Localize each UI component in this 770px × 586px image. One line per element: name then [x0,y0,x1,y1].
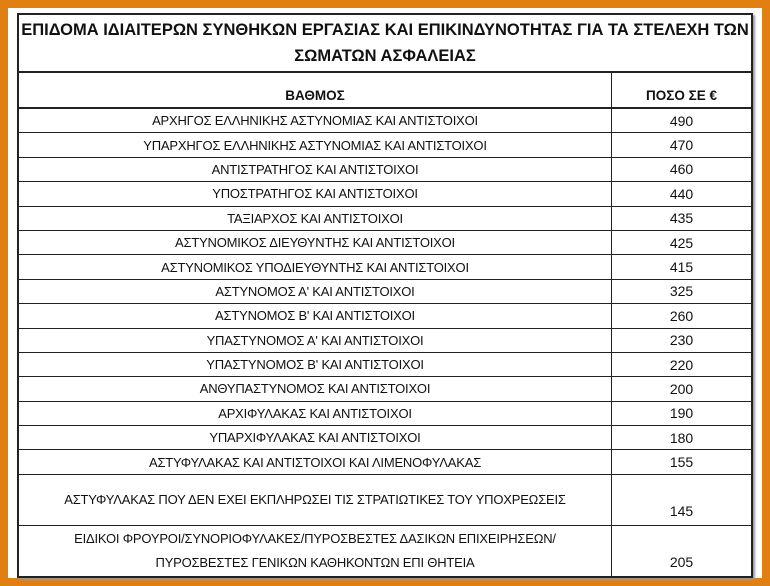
amount-cell: 490 [611,107,753,134]
rank-cell: ΥΠΑΡΧΗΓΟΣ ΕΛΛΗΝΙΚΗΣ ΑΣΤΥΝΟΜΙΑΣ ΚΑΙ ΑΝΤΙΣ… [17,132,612,158]
table-row: ΥΠΑΡΧΙΦΥΛΑΚΑΣ ΚΑΙ ΑΝΤΙΣΤΟΙΧΟΙ 180 [17,425,753,451]
amount-cell: 440 [611,181,753,207]
amount-cell: 425 [611,229,753,256]
table-row: ΑΣΤΥΝΟΜΙΚΟΣ ΥΠΟΔΙΕΥΘΥΝΤΗΣ ΚΑΙ ΑΝΤΙΣΤΟΙΧΟ… [17,254,753,280]
rank-cell: ΑΣΤΥΦΥΛΑΚΑΣ ΚΑΙ ΑΝΤΙΣΤΟΙΧΟΙ ΚΑΙ ΛΙΜΕΝΟΦΥ… [17,449,612,475]
table-row: ΑΡΧΙΦΥΛΑΚΑΣ ΚΑΙ ΑΝΤΙΣΤΟΙΧΟΙ 190 [17,400,753,427]
table-row: ΑΝΘΥΠΑΣΤΥΝΟΜΟΣ ΚΑΙ ΑΝΤΙΣΤΟΙΧΟΙ 200 [17,376,753,402]
amount-cell: 325 [611,278,753,305]
table-title: ΕΠΙΔΟΜΑ ΙΔΙΑΙΤΕΡΩΝ ΣΥΝΘΗΚΩΝ ΕΡΓΑΣΙΑΣ ΚΑΙ… [17,13,753,73]
table-body: ΑΡΧΗΓΟΣ ΕΛΛΗΝΙΚΗΣ ΑΣΤΥΝΟΜΙΑΣ ΚΑΙ ΑΝΤΙΣΤΟ… [17,107,753,578]
column-header-amount: ΠΟΣΟ ΣΕ € [611,71,753,109]
rank-cell: ΥΠΟΣΤΡΑΤΗΓΟΣ ΚΑΙ ΑΝΤΙΣΤΟΙΧΟΙ [17,181,612,207]
rank-cell: ΥΠΑΡΧΙΦΥΛΑΚΑΣ ΚΑΙ ΑΝΤΙΣΤΟΙΧΟΙ [17,425,612,451]
rank-cell: ΑΣΤΥΝΟΜΙΚΟΣ ΔΙΕΥΘΥΝΤΗΣ ΚΑΙ ΑΝΤΙΣΤΟΙΧΟΙ [17,229,612,256]
amount-cell: 230 [611,327,753,353]
amount-cell: 180 [611,425,753,451]
rank-cell: ΕΙΔΙΚΟΙ ΦΡΟΥΡΟΙ/ΣΥΝΟΡΙΟΦΥΛΑΚΕΣ/ΠΥΡΟΣΒΕΣΤ… [17,524,612,578]
table-row: ΑΡΧΗΓΟΣ ΕΛΛΗΝΙΚΗΣ ΑΣΤΥΝΟΜΙΑΣ ΚΑΙ ΑΝΤΙΣΤΟ… [17,107,753,134]
table-row: ΕΙΔΙΚΟΙ ΦΡΟΥΡΟΙ/ΣΥΝΟΡΙΟΦΥΛΑΚΕΣ/ΠΥΡΟΣΒΕΣΤ… [17,524,753,578]
table-row: ΤΑΞΙΑΡΧΟΣ ΚΑΙ ΑΝΤΙΣΤΟΙΧΟΙ 435 [17,205,753,231]
table-row: ΥΠΑΣΤΥΝΟΜΟΣ Β' ΚΑΙ ΑΝΤΙΣΤΟΙΧΟΙ 220 [17,351,753,378]
rank-cell: ΑΡΧΗΓΟΣ ΕΛΛΗΝΙΚΗΣ ΑΣΤΥΝΟΜΙΑΣ ΚΑΙ ΑΝΤΙΣΤΟ… [17,107,612,134]
table-row: ΑΣΤΥΝΟΜΟΣ Β' ΚΑΙ ΑΝΤΙΣΤΟΙΧΟΙ 260 [17,303,753,329]
rank-cell: ΥΠΑΣΤΥΝΟΜΟΣ Α' ΚΑΙ ΑΝΤΙΣΤΟΙΧΟΙ [17,327,612,353]
table-row: ΥΠΑΣΤΥΝΟΜΟΣ Α' ΚΑΙ ΑΝΤΙΣΤΟΙΧΟΙ 230 [17,327,753,353]
table-row: ΑΝΤΙΣΤΡΑΤΗΓΟΣ ΚΑΙ ΑΝΤΙΣΤΟΙΧΟΙ 460 [17,156,753,183]
amount-cell: 435 [611,205,753,231]
amount-cell: 470 [611,132,753,158]
amount-cell: 145 [611,473,753,526]
table-row: ΑΣΤΥΝΟΜΙΚΟΣ ΔΙΕΥΘΥΝΤΗΣ ΚΑΙ ΑΝΤΙΣΤΟΙΧΟΙ 42… [17,229,753,256]
rank-cell: ΑΣΤΥΝΟΜΙΚΟΣ ΥΠΟΔΙΕΥΘΥΝΤΗΣ ΚΑΙ ΑΝΤΙΣΤΟΙΧΟ… [17,254,612,280]
column-header-rank: ΒΑΘΜΟΣ [17,71,612,109]
page-frame: ΕΠΙΔΟΜΑ ΙΔΙΑΙΤΕΡΩΝ ΣΥΝΘΗΚΩΝ ΕΡΓΑΣΙΑΣ ΚΑΙ… [8,8,762,578]
amount-cell: 220 [611,351,753,378]
rank-cell: ΑΝΘΥΠΑΣΤΥΝΟΜΟΣ ΚΑΙ ΑΝΤΙΣΤΟΙΧΟΙ [17,376,612,402]
rank-cell: ΑΝΤΙΣΤΡΑΤΗΓΟΣ ΚΑΙ ΑΝΤΙΣΤΟΙΧΟΙ [17,156,612,183]
amount-cell: 155 [611,449,753,475]
table-row: ΥΠΑΡΧΗΓΟΣ ΕΛΛΗΝΙΚΗΣ ΑΣΤΥΝΟΜΙΑΣ ΚΑΙ ΑΝΤΙΣ… [17,132,753,158]
table-row: ΑΣΤΥΦΥΛΑΚΑΣ ΚΑΙ ΑΝΤΙΣΤΟΙΧΟΙ ΚΑΙ ΛΙΜΕΝΟΦΥ… [17,449,753,475]
amount-cell: 190 [611,400,753,427]
table-row: ΑΣΤΥΦΥΛΑΚΑΣ ΠΟΥ ΔΕΝ ΕΧΕΙ ΕΚΠΛΗΡΩΣΕΙ ΤΙΣ … [17,473,753,526]
amount-cell: 260 [611,303,753,329]
amount-cell: 205 [611,524,753,578]
rank-cell: ΑΡΧΙΦΥΛΑΚΑΣ ΚΑΙ ΑΝΤΙΣΤΟΙΧΟΙ [17,400,612,427]
amount-cell: 460 [611,156,753,183]
rank-cell: ΥΠΑΣΤΥΝΟΜΟΣ Β' ΚΑΙ ΑΝΤΙΣΤΟΙΧΟΙ [17,351,612,378]
amount-cell: 415 [611,254,753,280]
rank-cell: ΑΣΤΥΦΥΛΑΚΑΣ ΠΟΥ ΔΕΝ ΕΧΕΙ ΕΚΠΛΗΡΩΣΕΙ ΤΙΣ … [17,473,612,526]
allowance-table: ΕΠΙΔΟΜΑ ΙΔΙΑΙΤΕΡΩΝ ΣΥΝΘΗΚΩΝ ΕΡΓΑΣΙΑΣ ΚΑΙ… [17,13,753,578]
amount-cell: 200 [611,376,753,402]
rank-cell: ΑΣΤΥΝΟΜΟΣ Β' ΚΑΙ ΑΝΤΙΣΤΟΙΧΟΙ [17,303,612,329]
table-row: ΥΠΟΣΤΡΑΤΗΓΟΣ ΚΑΙ ΑΝΤΙΣΤΟΙΧΟΙ 440 [17,181,753,207]
rank-cell: ΑΣΤΥΝΟΜΟΣ Α' ΚΑΙ ΑΝΤΙΣΤΟΙΧΟΙ [17,278,612,305]
table-row: ΑΣΤΥΝΟΜΟΣ Α' ΚΑΙ ΑΝΤΙΣΤΟΙΧΟΙ 325 [17,278,753,305]
rank-cell: ΤΑΞΙΑΡΧΟΣ ΚΑΙ ΑΝΤΙΣΤΟΙΧΟΙ [17,205,612,231]
